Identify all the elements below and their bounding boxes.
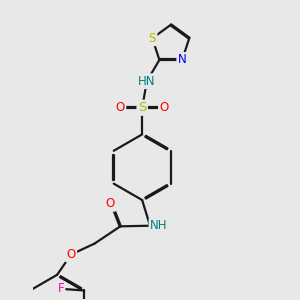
Text: NH: NH [150,219,167,232]
Text: HN: HN [138,75,156,88]
Text: N: N [178,53,187,66]
Text: F: F [57,282,64,296]
Text: S: S [138,101,146,114]
Text: O: O [116,101,125,114]
Text: O: O [67,248,76,261]
Text: S: S [149,32,156,45]
Text: O: O [160,101,169,114]
Text: O: O [105,197,115,210]
